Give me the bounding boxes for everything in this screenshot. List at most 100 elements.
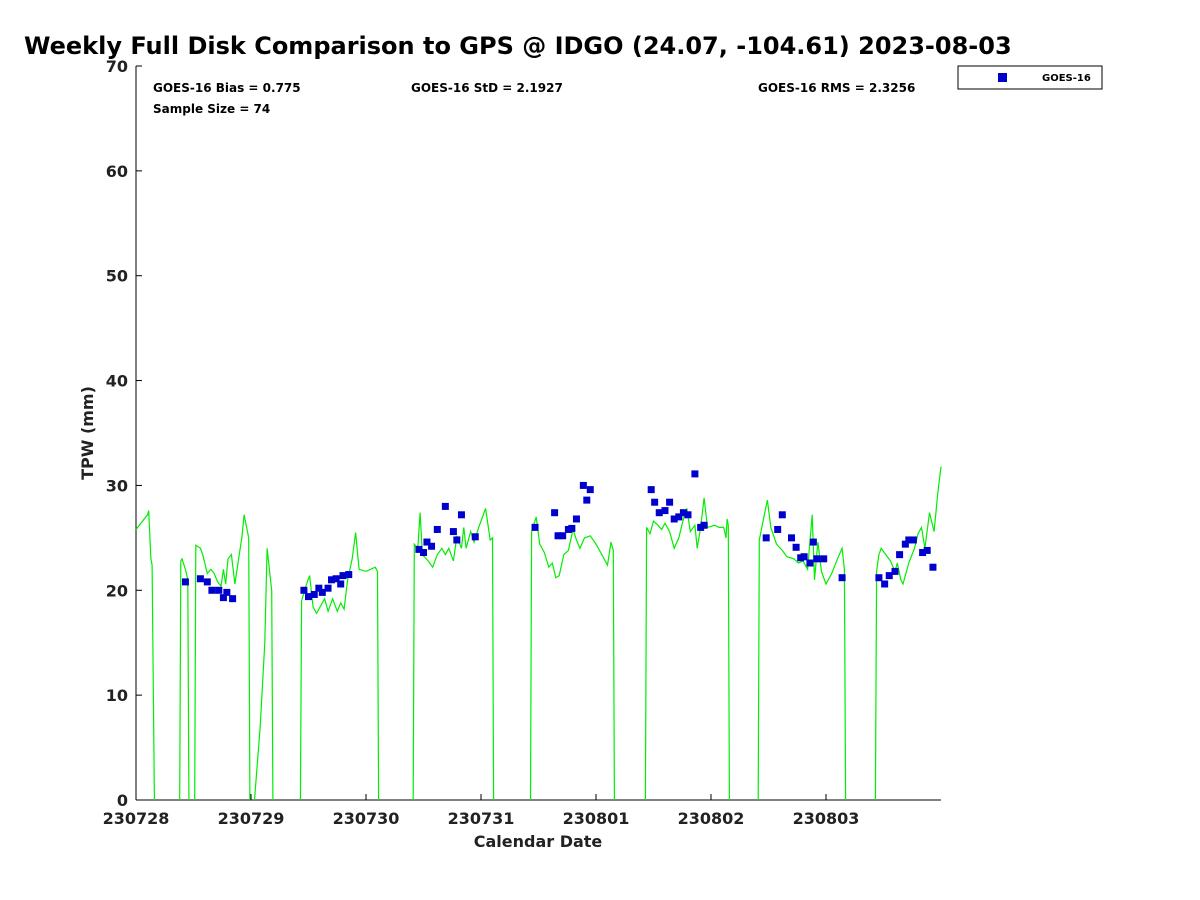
- goes16-point: [449, 528, 457, 536]
- std-stat: GOES-16 StD = 2.1927: [411, 81, 563, 95]
- goes16-point: [579, 481, 587, 489]
- goes16-point: [328, 576, 335, 584]
- goes16-point: [229, 595, 237, 603]
- goes16-point: [655, 509, 663, 517]
- legend-label-goes16: GOES-16: [1042, 73, 1091, 84]
- y-tick-label: 0: [117, 791, 128, 810]
- goes16-point: [762, 534, 770, 542]
- legend-marker: [998, 73, 1007, 82]
- legend: GOES-16: [957, 65, 1103, 90]
- gps-tpw-line: [874, 466, 942, 801]
- goes16-point: [806, 559, 814, 567]
- gps-tpw-line: [194, 514, 251, 801]
- goes16-point: [559, 532, 567, 540]
- rms-stat: GOES-16 RMS = 2.3256: [758, 81, 915, 95]
- y-axis-label: TPW (mm): [78, 386, 97, 480]
- goes16-point: [420, 549, 427, 557]
- y-tick-label: 50: [106, 267, 128, 286]
- goes16-point: [885, 572, 893, 580]
- y-tick-label: 40: [106, 372, 128, 391]
- goes16-scatter-series: [181, 470, 937, 603]
- goes16-point: [905, 536, 913, 544]
- x-tick-label: 230730: [333, 809, 400, 828]
- sample-size-stat: Sample Size = 74: [153, 102, 270, 116]
- goes16-point: [531, 523, 539, 531]
- x-tick-label: 230803: [793, 809, 860, 828]
- goes16-point: [792, 543, 800, 551]
- goes16-point: [875, 574, 883, 582]
- goes16-point: [572, 515, 580, 523]
- goes16-point: [441, 502, 449, 510]
- goes16-point: [896, 551, 904, 559]
- gps-tpw-line: [253, 548, 274, 801]
- goes16-point: [778, 511, 786, 519]
- goes16-point: [554, 532, 562, 540]
- y-tick-label: 20: [106, 581, 128, 600]
- gps-tpw-line: [644, 497, 731, 801]
- goes16-point: [433, 525, 441, 533]
- x-tick-label: 230728: [103, 809, 170, 828]
- goes16-point: [684, 511, 692, 519]
- goes16-point: [310, 590, 318, 598]
- goes16-point: [583, 496, 591, 504]
- y-axis-ticks: 0 10 20 30 40 50 60 70: [106, 57, 142, 810]
- goes16-point: [774, 525, 782, 533]
- goes16-point: [651, 498, 659, 506]
- goes16-point: [337, 580, 345, 588]
- goes16-point: [919, 549, 927, 557]
- goes16-point: [332, 575, 340, 583]
- goes16-point: [428, 542, 436, 550]
- x-axis-ticks: 230728 230729 230730 230731 230801 230802 2308…: [103, 794, 860, 828]
- goes16-point: [891, 567, 899, 575]
- goes16-point: [318, 588, 326, 596]
- x-tick-label: 230801: [563, 809, 630, 828]
- plot-frame: [136, 66, 941, 799]
- x-tick-label: 230729: [218, 809, 285, 828]
- y-tick-label: 30: [106, 476, 128, 495]
- gps-tpw-line: [135, 510, 155, 801]
- goes16-point: [647, 486, 655, 494]
- goes16-point: [838, 574, 846, 582]
- x-tick-label: 230802: [678, 809, 745, 828]
- goes16-point: [901, 540, 909, 548]
- gps-tpw-line: [179, 557, 190, 801]
- goes16-point: [219, 594, 227, 602]
- goes16-point: [700, 521, 708, 529]
- y-tick-label: 70: [106, 57, 128, 76]
- goes16-point: [324, 584, 332, 592]
- goes16-point: [929, 563, 937, 571]
- goes16-point: [208, 586, 216, 594]
- goes16-point: [809, 538, 817, 546]
- bias-stat: GOES-16 Bias = 0.775: [153, 81, 301, 95]
- plot-area: [135, 66, 941, 801]
- y-tick-label: 60: [106, 162, 128, 181]
- goes16-point: [691, 470, 699, 478]
- goes16-point: [909, 536, 917, 544]
- goes16-point: [223, 588, 231, 596]
- goes16-point: [215, 586, 223, 594]
- gps-tpw-line: [529, 516, 616, 801]
- goes16-point: [300, 586, 308, 594]
- goes16-point: [203, 578, 211, 586]
- goes16-point: [679, 509, 687, 517]
- goes16-point: [820, 555, 828, 563]
- legend-box: [957, 65, 1103, 90]
- y-tick-label: 10: [106, 686, 128, 705]
- gps-tpw-line: [299, 532, 380, 801]
- goes16-point: [423, 538, 431, 546]
- x-axis-label: Calendar Date: [474, 832, 603, 851]
- goes16-point: [675, 513, 683, 521]
- goes16-point: [788, 534, 795, 542]
- goes16-point: [661, 507, 669, 515]
- goes16-point: [666, 498, 674, 506]
- chart-title: Weekly Full Disk Comparison to GPS @ IDG…: [24, 32, 1012, 60]
- goes16-point: [800, 553, 808, 561]
- gps-line-series: [135, 466, 942, 801]
- goes16-point: [196, 575, 204, 583]
- goes16-point: [586, 486, 594, 494]
- gps-tpw-line: [412, 508, 495, 801]
- goes16-point: [471, 533, 479, 541]
- goes16-point: [339, 572, 347, 580]
- goes16-point: [181, 578, 189, 586]
